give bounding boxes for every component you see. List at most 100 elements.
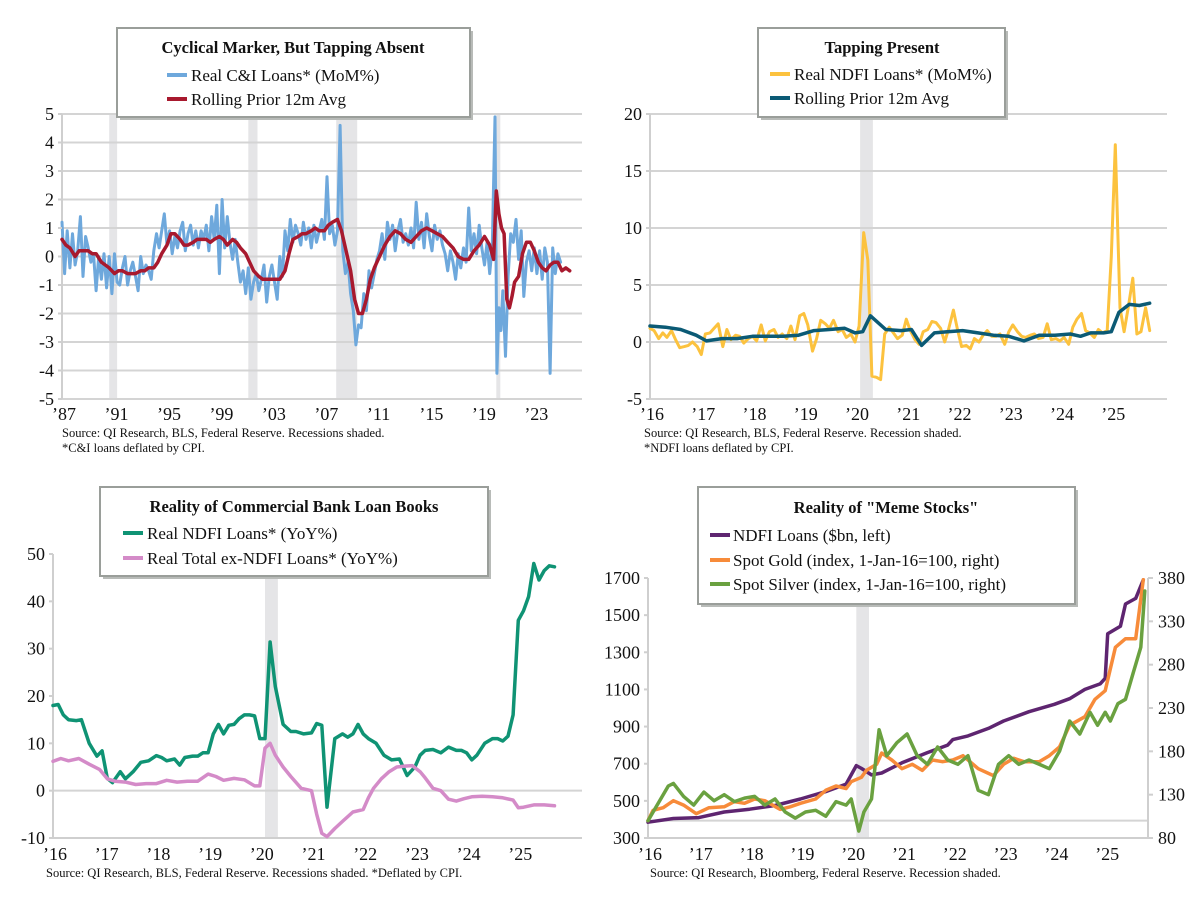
legend-box (697, 486, 1076, 605)
legend: Tapping Present Real NDFI Loans* (MoM%) … (757, 27, 1008, 120)
y-tick-label: 15 (624, 161, 642, 181)
y-tick-label: 1 (45, 218, 54, 238)
y-right-tick-label: 130 (1158, 785, 1185, 805)
x-tick-label: ’15 (419, 404, 443, 424)
series-line-0 (646, 578, 1146, 824)
y-tick-label: 1700 (604, 568, 640, 588)
y-right-tick-label: 280 (1158, 655, 1185, 675)
y-tick-label: 40 (27, 591, 45, 611)
series-group (648, 143, 1152, 382)
y-right-tick-label: 80 (1158, 828, 1176, 848)
series-line-0 (648, 143, 1152, 382)
x-tick-label: ’16 (640, 404, 664, 424)
legend-label: Spot Silver (index, 1-Jan-16=100, right) (733, 575, 1006, 594)
y-tick-label: -10 (21, 828, 45, 848)
x-tick-label: ’21 (302, 844, 326, 864)
legend-box (116, 27, 471, 118)
x-tick-label: ’25 (1101, 404, 1125, 424)
legend-label: Real NDFI Loans* (YoY%) (147, 524, 337, 543)
y-tick-label: 700 (613, 754, 640, 774)
x-axis-ticks: ’87 ’91 ’95 ’99 ’03 ’07 ’11 ’15 ’19 ’23 (52, 404, 548, 424)
x-tick-label: ’99 (209, 404, 233, 424)
x-tick-label: ’25 (1095, 844, 1119, 864)
legend-label: NDFI Loans ($bn, left) (733, 526, 891, 545)
legend: Reality of "Meme Stocks" NDFI Loans ($bn… (697, 486, 1078, 607)
y-tick-label: 10 (27, 733, 45, 753)
source-text: *C&I loans deflated by CPI. (62, 441, 205, 455)
x-tick-label: ’18 (740, 844, 764, 864)
series-line-1 (60, 189, 572, 316)
source-text: Source: QI Research, BLS, Federal Reserv… (46, 866, 462, 880)
gridlines (52, 554, 582, 839)
y-tick-label: 20 (624, 104, 642, 124)
y-tick-label: 2 (45, 190, 54, 210)
x-tick-label: ’87 (52, 404, 76, 424)
legend-label: Real Total ex-NDFI Loans* (YoY%) (147, 549, 398, 568)
series-line-1 (51, 741, 557, 839)
chart-tapping-present: 20 15 10 5 0 -5 ’16 ’17 ’18 ’19 ’20 ’21 ’22 ’23 ’24 ’2… (624, 27, 1167, 455)
chart-cyclical-marker: 5 4 3 2 1 0 -1 -2 -3 -4 -5 ’87 ’91 ’95 ’99 ’03 ’07 ’11 ’1… (39, 27, 582, 455)
x-tick-label: ’95 (157, 404, 181, 424)
legend-label: Real NDFI Loans* (MoM%) (794, 65, 992, 84)
legend: Reality of Commercial Bank Loan Books Re… (99, 486, 491, 579)
y-tick-label: 4 (45, 133, 54, 153)
y-tick-label: 300 (613, 828, 640, 848)
x-tick-label: ’16 (43, 844, 67, 864)
y-tick-label: 5 (45, 104, 54, 124)
x-axis-ticks: ’16 ’17 ’18 ’19 ’20 ’21 ’22 ’23 ’24 ’25 (43, 844, 532, 864)
y-axis-ticks: 5 4 3 2 1 0 -1 -2 -3 -4 -5 (39, 104, 62, 409)
x-tick-label: ’20 (841, 844, 865, 864)
y-tick-label: 0 (36, 781, 45, 801)
x-tick-label: ’91 (104, 404, 128, 424)
x-tick-label: ’21 (892, 844, 916, 864)
series-line-0 (51, 561, 557, 809)
x-tick-label: ’17 (95, 844, 119, 864)
y-tick-label: 1500 (604, 605, 640, 625)
y-right-tick-label: 180 (1158, 741, 1185, 761)
x-axis-ticks: ’16 ’17 ’18 ’19 ’20 ’21 ’22 ’23 ’24 ’25 (640, 404, 1125, 424)
source-note: Source: QI Research, BLS, Federal Reserv… (644, 426, 962, 455)
chart-title: Reality of "Meme Stocks" (794, 498, 979, 517)
x-tick-label: ’19 (794, 404, 818, 424)
gridlines (649, 113, 1167, 400)
x-tick-label: ’07 (314, 404, 338, 424)
x-tick-label: ’19 (198, 844, 222, 864)
series-line-0 (60, 115, 563, 375)
x-tick-label: ’18 (146, 844, 170, 864)
y-tick-label: -4 (39, 361, 54, 381)
source-note: Source: QI Research, BLS, Federal Reserv… (62, 426, 384, 455)
x-tick-label: ’21 (896, 404, 920, 424)
source-text: Source: QI Research, Bloomberg, Federal … (650, 866, 1001, 880)
x-tick-label: ’23 (405, 844, 429, 864)
series-group (51, 561, 557, 839)
x-tick-label: ’23 (524, 404, 548, 424)
recession-shading (856, 604, 869, 838)
x-axis-ticks: ’16 ’17 ’18 ’19 ’20 ’21 ’22 ’23 ’24 ’25 (638, 844, 1119, 864)
x-tick-label: ’19 (790, 844, 814, 864)
x-tick-label: ’24 (1044, 844, 1068, 864)
chart-title: Tapping Present (824, 38, 940, 57)
series-group (60, 115, 572, 375)
y-right-tick-label: 330 (1158, 611, 1185, 631)
y-tick-label: -2 (39, 304, 54, 324)
x-tick-label: ’22 (948, 404, 972, 424)
x-tick-label: ’17 (689, 844, 713, 864)
y-tick-label: 10 (624, 218, 642, 238)
y-axis-ticks: 50 40 30 20 10 0 -10 (21, 544, 53, 848)
y-tick-label: 30 (27, 639, 45, 659)
y-tick-label: -1 (39, 275, 54, 295)
source-text: Source: QI Research, BLS, Federal Reserv… (62, 426, 384, 440)
x-tick-label: ’18 (743, 404, 767, 424)
y-tick-label: -5 (627, 389, 642, 409)
y-tick-label: 500 (613, 791, 640, 811)
chart-meme-stocks: 1700 1500 1300 1100 900 700 500 300 380 330 280 230… (604, 486, 1185, 880)
legend-label: Rolling Prior 12m Avg (191, 90, 347, 109)
recession-shading (265, 578, 278, 838)
x-tick-label: ’17 (691, 404, 715, 424)
series-line-2 (646, 589, 1147, 833)
x-tick-label: ’24 (1050, 404, 1074, 424)
y-tick-label: 20 (27, 686, 45, 706)
legend-box (99, 486, 489, 577)
